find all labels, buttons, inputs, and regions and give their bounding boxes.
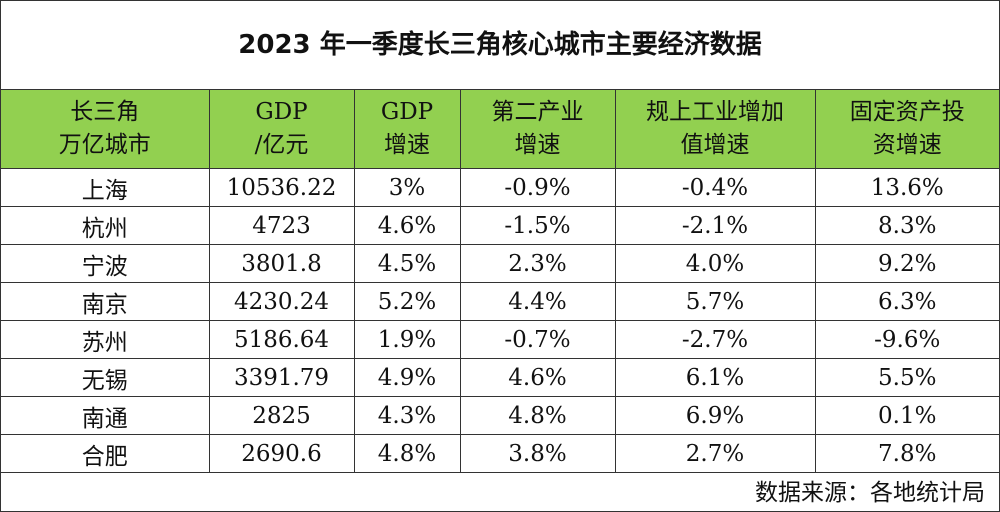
cell-gdp-growth: 4.8% [353,434,461,473]
cell-city: 南京 [1,282,210,321]
cell-city: 无锡 [1,358,210,397]
cell-gdp: 2825 [208,396,355,435]
cell-industrial-value-added-growth: 6.1% [614,358,816,397]
table-row: 苏州 5186.64 1.9% -0.7% -2.7% -9.6% [1,320,999,359]
cell-gdp: 10536.22 [208,168,355,207]
cell-fixed-asset-investment-growth: 7.8% [814,434,999,473]
table-row: 杭州 4723 4.6% -1.5% -2.1% 8.3% [1,206,999,245]
cell-gdp-growth: 1.9% [353,320,461,359]
cell-fixed-asset-investment-growth: 8.3% [814,206,999,245]
cell-fixed-asset-investment-growth: 13.6% [814,168,999,207]
cell-city: 合肥 [1,434,210,473]
header-row: 长三角 万亿城市 GDP/亿元 GDP 增速 第二产业 增速 规上工业增加 值增速 固定… [1,90,999,169]
cell-secondary-industry-growth: 4.4% [459,282,616,321]
cell-gdp-growth: 4.5% [353,244,461,283]
cell-secondary-industry-growth: 4.8% [459,396,616,435]
table-row: 南通 2825 4.3% 4.8% 6.9% 0.1% [1,396,999,435]
cell-gdp: 3801.8 [208,244,355,283]
table-row: 上海 10536.22 3% -0.9% -0.4% 13.6% [1,168,999,207]
cell-industrial-value-added-growth: -2.7% [614,320,816,359]
cell-secondary-industry-growth: 2.3% [459,244,616,283]
cell-gdp: 2690.6 [208,434,355,473]
header-gdp: GDP/亿元 [208,90,355,169]
cell-gdp-growth: 5.2% [353,282,461,321]
cell-gdp-growth: 3% [353,168,461,207]
cell-gdp: 4723 [208,206,355,245]
header-fixed-asset-investment-growth: 固定资产投 资增速 [814,90,999,169]
cell-secondary-industry-growth: 3.8% [459,434,616,473]
cell-industrial-value-added-growth: -2.1% [614,206,816,245]
cell-fixed-asset-investment-growth: -9.6% [814,320,999,359]
cell-fixed-asset-investment-growth: 9.2% [814,244,999,283]
table-title: 2023 年一季度长三角核心城市主要经济数据 [1,1,999,90]
cell-gdp: 4230.24 [208,282,355,321]
economic-data-table: 长三角 万亿城市 GDP/亿元 GDP 增速 第二产业 增速 规上工业增加 值增速 固定… [1,90,999,473]
cell-city: 苏州 [1,320,210,359]
cell-city: 南通 [1,396,210,435]
header-industrial-value-added-growth: 规上工业增加 值增速 [614,90,816,169]
header-city: 长三角 万亿城市 [1,90,210,169]
cell-industrial-value-added-growth: 6.9% [614,396,816,435]
cell-city: 杭州 [1,206,210,245]
cell-industrial-value-added-growth: -0.4% [614,168,816,207]
cell-fixed-asset-investment-growth: 5.5% [814,358,999,397]
cell-fixed-asset-investment-growth: 0.1% [814,396,999,435]
cell-secondary-industry-growth: -0.7% [459,320,616,359]
cell-industrial-value-added-growth: 4.0% [614,244,816,283]
cell-gdp: 3391.79 [208,358,355,397]
cell-gdp: 5186.64 [208,320,355,359]
cell-secondary-industry-growth: -1.5% [459,206,616,245]
cell-industrial-value-added-growth: 5.7% [614,282,816,321]
cell-city: 上海 [1,168,210,207]
cell-gdp-growth: 4.6% [353,206,461,245]
source-note: 数据来源：各地统计局 [755,480,985,506]
cell-secondary-industry-growth: -0.9% [459,168,616,207]
cell-gdp-growth: 4.3% [353,396,461,435]
cell-industrial-value-added-growth: 2.7% [614,434,816,473]
cell-gdp-growth: 4.9% [353,358,461,397]
table-row: 合肥 2690.6 4.8% 3.8% 2.7% 7.8% [1,434,999,473]
table-row: 无锡 3391.79 4.9% 4.6% 6.1% 5.5% [1,358,999,397]
header-gdp-growth: GDP 增速 [353,90,461,169]
header-secondary-industry-growth: 第二产业 增速 [459,90,616,169]
cell-fixed-asset-investment-growth: 6.3% [814,282,999,321]
table-row: 南京 4230.24 5.2% 4.4% 5.7% 6.3% [1,282,999,321]
table-row: 宁波 3801.8 4.5% 2.3% 4.0% 9.2% [1,244,999,283]
cell-secondary-industry-growth: 4.6% [459,358,616,397]
cell-city: 宁波 [1,244,210,283]
